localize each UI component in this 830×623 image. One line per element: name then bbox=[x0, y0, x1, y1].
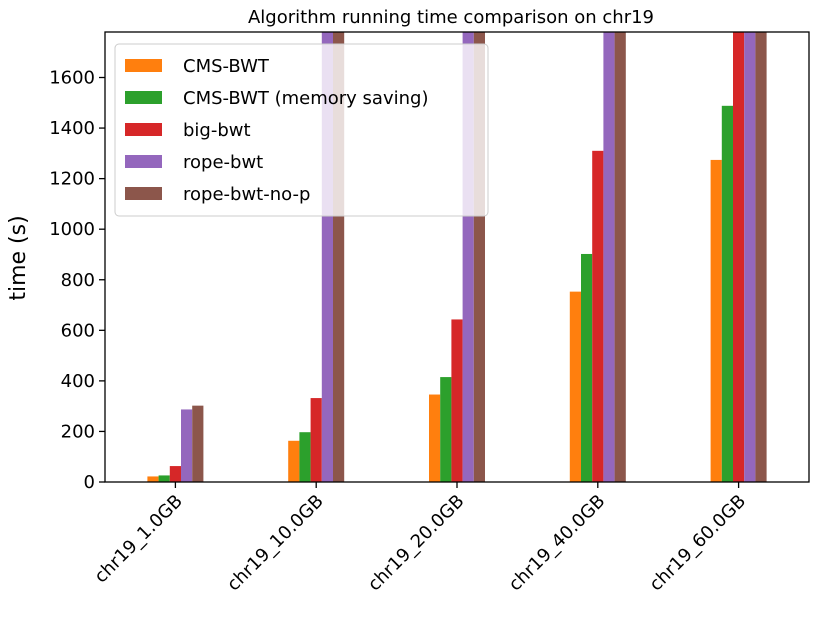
plot-frame bbox=[104, 31, 810, 483]
bar-cms-bwt-1 bbox=[288, 440, 300, 482]
legend-swatch bbox=[125, 187, 162, 200]
y-axis-label: time (s) bbox=[6, 215, 31, 300]
chart-title: Algorithm running time comparison on chr… bbox=[248, 7, 654, 28]
legend-swatch bbox=[125, 59, 162, 72]
bar-cms-bwt-0 bbox=[147, 476, 159, 482]
bar-cms-bwt-memory-saving--4 bbox=[721, 105, 733, 482]
bars-group bbox=[147, 32, 767, 483]
bar-cms-bwt-2 bbox=[429, 394, 441, 482]
bar-cms-bwt-memory-saving--2 bbox=[440, 377, 452, 482]
bar-rope-bwt-2 bbox=[462, 32, 474, 482]
legend: CMS-BWT CMS-BWT (memory saving) big-bwt rop… bbox=[114, 43, 489, 217]
legend-label: rope-bwt bbox=[183, 152, 263, 173]
bar-rope-bwt-no-p-2 bbox=[473, 32, 485, 482]
y-tick-label: 400 bbox=[61, 371, 95, 392]
bar-rope-bwt-0 bbox=[181, 409, 193, 482]
legend-label: CMS-BWT (memory saving) bbox=[183, 88, 428, 109]
bar-cms-bwt-4 bbox=[710, 159, 722, 483]
legend-swatch bbox=[125, 123, 162, 136]
bar-big-bwt-0 bbox=[169, 466, 181, 482]
y-tick-label: 800 bbox=[61, 270, 95, 291]
legend-label: big-bwt bbox=[183, 120, 251, 141]
x-tick-label: chr19_60.0GB bbox=[645, 491, 750, 596]
bar-rope-bwt-3 bbox=[603, 32, 615, 482]
bar-big-bwt-1 bbox=[310, 398, 322, 482]
y-ticks: 0 200 400 600 800 1000 1200 1400 1600 bbox=[49, 68, 105, 493]
y-tick-label: 600 bbox=[61, 320, 95, 341]
bar-big-bwt-2 bbox=[451, 319, 463, 482]
y-tick-label: 0 bbox=[84, 472, 95, 493]
x-ticks: chr19_1.0GB chr19_10.0GB chr19_20.0GB chr19… bbox=[90, 482, 750, 595]
legend-swatch bbox=[125, 155, 162, 168]
y-tick-label: 200 bbox=[61, 421, 95, 442]
legend-label: CMS-BWT bbox=[183, 56, 270, 77]
legend-swatch bbox=[125, 91, 162, 104]
x-tick-label: chr19_10.0GB bbox=[223, 491, 328, 596]
bar-rope-bwt-no-p-1 bbox=[333, 32, 345, 482]
bar-cms-bwt-3 bbox=[569, 291, 581, 482]
bar-rope-bwt-no-p-4 bbox=[755, 32, 767, 482]
y-tick-label: 1200 bbox=[49, 169, 95, 190]
bar-rope-bwt-no-p-0 bbox=[192, 405, 204, 482]
y-tick-label: 1600 bbox=[49, 68, 95, 89]
bar-rope-bwt-1 bbox=[321, 32, 333, 482]
bar-rope-bwt-4 bbox=[744, 32, 756, 482]
x-tick-label: chr19_40.0GB bbox=[505, 491, 610, 596]
y-tick-label: 1000 bbox=[49, 219, 95, 240]
x-tick-label: chr19_20.0GB bbox=[364, 491, 469, 596]
bar-cms-bwt-memory-saving--3 bbox=[581, 253, 593, 482]
x-tick-label: chr19_1.0GB bbox=[90, 491, 187, 588]
bar-rope-bwt-no-p-3 bbox=[614, 32, 626, 482]
bar-cms-bwt-memory-saving--1 bbox=[299, 432, 311, 482]
bar-big-bwt-3 bbox=[592, 150, 604, 482]
legend-box bbox=[114, 43, 489, 217]
bar-cms-bwt-memory-saving--0 bbox=[158, 475, 170, 482]
bar-big-bwt-4 bbox=[733, 32, 745, 482]
legend-label: rope-bwt-no-p bbox=[183, 184, 310, 205]
y-tick-label: 1400 bbox=[49, 118, 95, 139]
